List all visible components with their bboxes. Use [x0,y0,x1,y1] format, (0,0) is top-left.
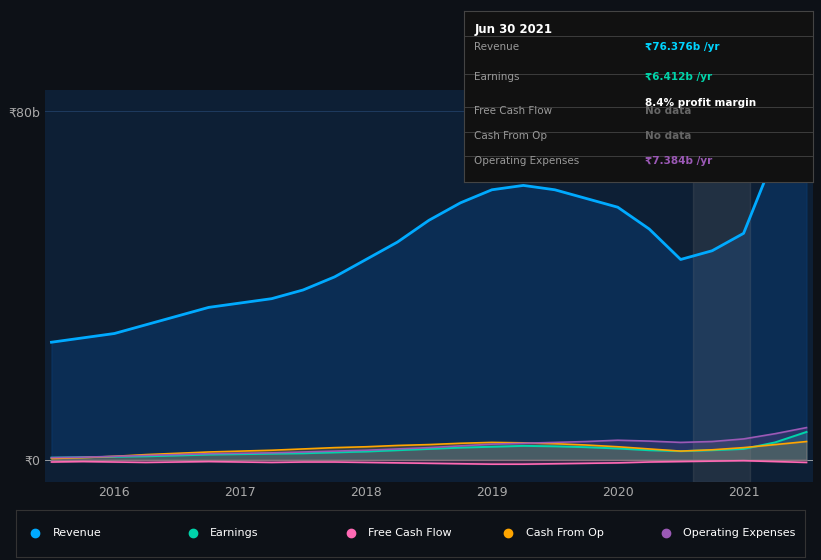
Text: Cash From Op: Cash From Op [475,131,548,141]
Text: Free Cash Flow: Free Cash Flow [368,529,452,538]
Text: No data: No data [645,106,691,116]
Text: ₹6.412b /yr: ₹6.412b /yr [645,72,713,82]
Text: Revenue: Revenue [53,529,102,538]
Text: Operating Expenses: Operating Expenses [475,156,580,166]
Text: Operating Expenses: Operating Expenses [683,529,796,538]
Text: 8.4% profit margin: 8.4% profit margin [645,99,756,108]
Text: ₹7.384b /yr: ₹7.384b /yr [645,156,713,166]
Text: Revenue: Revenue [475,42,520,52]
Text: Cash From Op: Cash From Op [525,529,603,538]
Text: No data: No data [645,131,691,141]
Bar [693,90,750,482]
Text: Jun 30 2021: Jun 30 2021 [475,23,553,36]
Text: Earnings: Earnings [475,72,520,82]
Text: ₹76.376b /yr: ₹76.376b /yr [645,42,720,52]
Text: Free Cash Flow: Free Cash Flow [475,106,553,116]
Text: Earnings: Earnings [210,529,259,538]
